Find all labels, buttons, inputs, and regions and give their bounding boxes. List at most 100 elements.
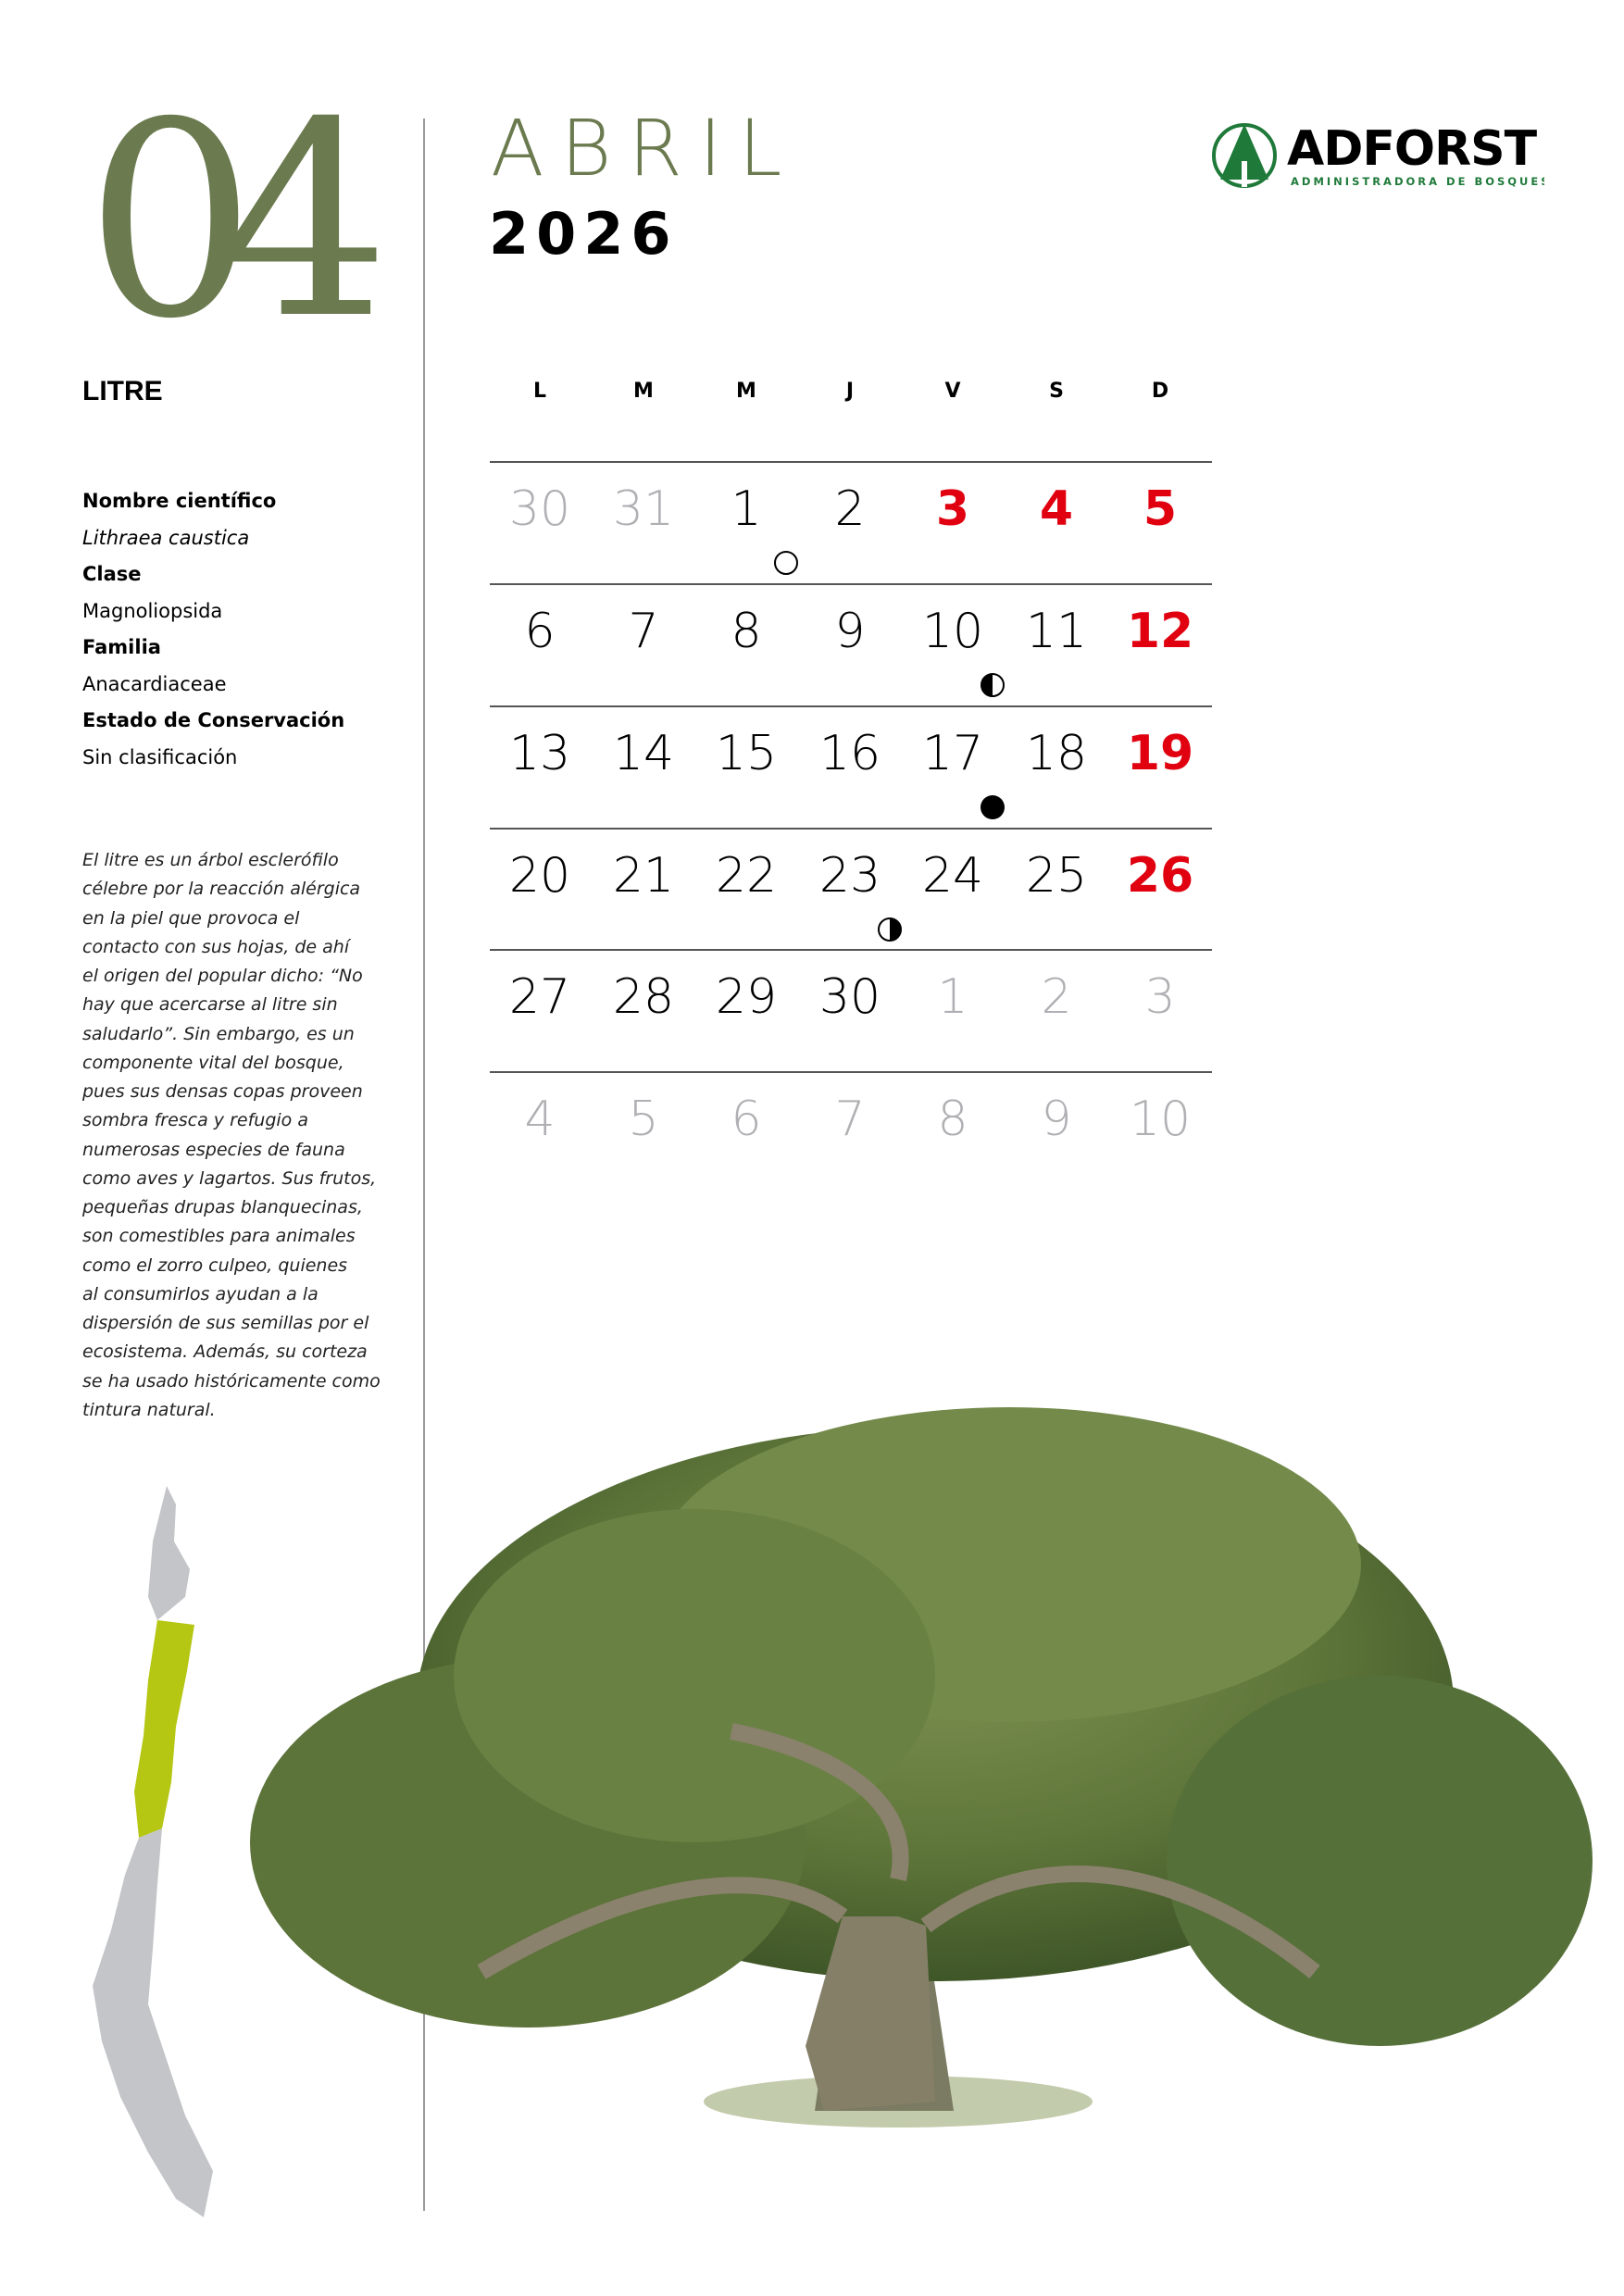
tree-emblem-icon: ADFORST ADMINISTRADORA DE BOSQUES: [1212, 121, 1549, 188]
info-label: Nombre científico: [82, 490, 277, 512]
info-label: Estado de Conservación: [82, 709, 345, 731]
description-line: el origen del popular dicho: “No: [82, 966, 363, 986]
calendar-day[interactable]: 15: [715, 726, 778, 781]
full-moon-icon: [980, 794, 1006, 820]
species-name: LITRE: [82, 376, 163, 406]
description-line: El litre es un árbol esclerófilo: [82, 850, 339, 870]
description-line: célebre por la reacción alérgica: [82, 879, 361, 900]
calendar-day[interactable]: 21: [612, 848, 675, 904]
calendar-day[interactable]: 26: [1126, 848, 1194, 904]
litre-tree-illustration: [250, 1407, 1593, 2128]
month-name: ABRIL: [491, 103, 799, 193]
description-line: ecosistema. Además, su corteza: [82, 1341, 368, 1363]
chile-map-distribution: [93, 1486, 213, 2217]
description-line: tintura natural.: [82, 1399, 216, 1420]
calendar-day[interactable]: 29: [715, 969, 778, 1025]
calendar-day[interactable]: 22: [715, 848, 778, 904]
info-value: Anacardiaceae: [82, 672, 227, 695]
calendar-day[interactable]: 4: [1039, 481, 1074, 537]
calendar-day[interactable]: 30: [508, 481, 571, 537]
calendar-day[interactable]: 31: [612, 481, 675, 537]
weekday-header: M: [633, 380, 654, 403]
calendar-day[interactable]: 6: [524, 604, 556, 659]
calendar-day[interactable]: 7: [628, 604, 659, 659]
week-divider: [490, 828, 1212, 830]
weekday-header: D: [1151, 380, 1169, 403]
weekday-header: S: [1049, 380, 1064, 403]
calendar-day[interactable]: 1: [731, 481, 762, 537]
calendar-day[interactable]: 9: [1041, 1092, 1072, 1147]
info-value: Sin clasificación: [82, 745, 238, 768]
description-line: como el zorro culpeo, quienes: [82, 1254, 348, 1276]
weekday-header: J: [845, 380, 855, 403]
info-value: Lithraea caustica: [82, 526, 250, 549]
week-divider: [490, 583, 1212, 585]
week-divider: [490, 705, 1212, 707]
description-line: dispersión de sus semillas por el: [82, 1313, 369, 1333]
svg-text:ADMINISTRADORA DE BOSQUES: ADMINISTRADORA DE BOSQUES: [1291, 175, 1544, 188]
description-line: se ha usado históricamente como: [82, 1370, 381, 1391]
description-line: componente vital del bosque,: [82, 1052, 344, 1073]
calendar-day[interactable]: 17: [921, 726, 984, 781]
calendar-day[interactable]: 23: [818, 848, 881, 904]
calendar-day[interactable]: 2: [1041, 969, 1072, 1025]
calendar-day[interactable]: 20: [508, 848, 571, 904]
calendar-day[interactable]: 28: [612, 969, 675, 1025]
description-line: son comestibles para animales: [82, 1226, 356, 1247]
calendar-day[interactable]: 2: [834, 481, 866, 537]
calendar-day[interactable]: 7: [834, 1092, 866, 1147]
calendar-day[interactable]: 10: [921, 604, 984, 659]
info-value: Magnoliopsida: [82, 599, 223, 622]
calendar-day[interactable]: 9: [834, 604, 866, 659]
weekday-header: V: [944, 380, 961, 403]
svg-text:ADFORST: ADFORST: [1287, 121, 1538, 177]
description-line: contacto con sus hojas, de ahí: [82, 936, 350, 957]
calendar-day[interactable]: 4: [524, 1092, 556, 1147]
month-number: 04: [85, 66, 390, 378]
calendar-day[interactable]: 25: [1025, 848, 1088, 904]
calendar-day[interactable]: 3: [1144, 969, 1176, 1025]
description-line: saludarlo”. Sin embargo, es un: [82, 1023, 355, 1044]
week-divider: [490, 949, 1212, 951]
calendar-day[interactable]: 11: [1025, 604, 1088, 659]
species-description: El litre es un árbol esclerófilo célebre …: [82, 846, 388, 1425]
calendar-day[interactable]: 8: [731, 604, 762, 659]
calendar-day[interactable]: 6: [731, 1092, 762, 1147]
description-line: pues sus densas copas proveen: [82, 1081, 363, 1102]
week-divider: [490, 461, 1212, 463]
description-line: como aves y lagartos. Sus frutos,: [82, 1167, 377, 1189]
calendar-day[interactable]: 16: [818, 726, 881, 781]
description-line: pequeñas drupas blanquecinas,: [82, 1197, 363, 1217]
calendar-day[interactable]: 12: [1126, 604, 1194, 659]
calendar-day[interactable]: 5: [1143, 481, 1178, 537]
vertical-divider: [423, 119, 425, 2211]
description-line: sombra fresca y refugio a: [82, 1110, 308, 1131]
adforst-logo: ADFORST ADMINISTRADORA DE BOSQUES: [1211, 119, 1549, 193]
description-line: al consumirlos ayudan a la: [82, 1283, 319, 1304]
description-line: en la piel que provoca el: [82, 907, 300, 929]
info-label: Familia: [82, 636, 161, 658]
weekday-header: L: [532, 380, 547, 403]
calendar-day[interactable]: 13: [508, 726, 571, 781]
week-divider: [490, 1071, 1212, 1073]
first-quarter-icon: [980, 672, 1006, 698]
description-line: hay que acercarse al litre sin: [82, 994, 338, 1016]
calendar-day[interactable]: 5: [628, 1092, 659, 1147]
calendar-day[interactable]: 18: [1025, 726, 1088, 781]
calendar-day[interactable]: 14: [612, 726, 675, 781]
calendar-day[interactable]: 24: [921, 848, 984, 904]
new-moon-icon: [773, 550, 799, 576]
calendar-day[interactable]: 3: [935, 481, 970, 537]
description-line: numerosas especies de fauna: [82, 1139, 345, 1160]
calendar-day[interactable]: 27: [508, 969, 571, 1025]
info-label: Clase: [82, 563, 142, 585]
weekday-header: M: [736, 380, 756, 403]
calendar-day[interactable]: 8: [937, 1092, 968, 1147]
calendar-day[interactable]: 1: [937, 969, 968, 1025]
species-info: Nombre científico Lithraea caustica Clase M…: [82, 483, 344, 776]
year: 2026: [489, 200, 679, 268]
last-quarter-icon: [877, 917, 903, 942]
calendar-day[interactable]: 10: [1129, 1092, 1192, 1147]
calendar-day[interactable]: 30: [818, 969, 881, 1025]
calendar-day[interactable]: 19: [1126, 726, 1194, 781]
